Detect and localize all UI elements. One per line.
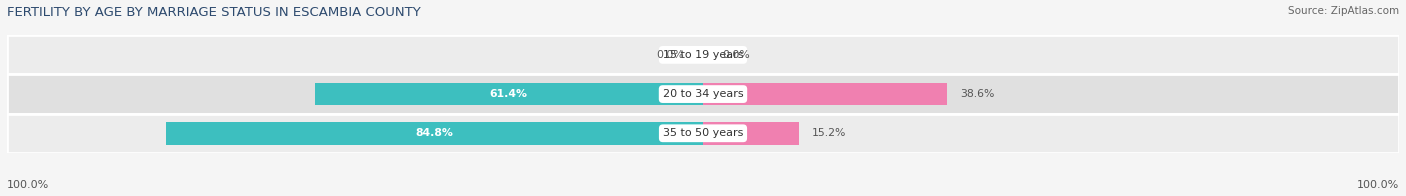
Text: 20 to 34 years: 20 to 34 years [662, 89, 744, 99]
Text: 38.6%: 38.6% [960, 89, 994, 99]
Text: 15 to 19 years: 15 to 19 years [662, 50, 744, 60]
Text: 100.0%: 100.0% [7, 180, 49, 190]
Text: Source: ZipAtlas.com: Source: ZipAtlas.com [1288, 6, 1399, 16]
Bar [703, 83, 948, 105]
Bar [703, 122, 799, 145]
Bar [7, 114, 1399, 153]
Bar [7, 35, 1399, 74]
Text: 15.2%: 15.2% [811, 128, 846, 138]
Text: 35 to 50 years: 35 to 50 years [662, 128, 744, 138]
Bar [166, 122, 703, 145]
Bar [7, 74, 1399, 114]
Bar [315, 83, 703, 105]
Text: 61.4%: 61.4% [489, 89, 527, 99]
Text: 0.0%: 0.0% [657, 50, 685, 60]
Text: 0.0%: 0.0% [723, 50, 749, 60]
Text: 84.8%: 84.8% [416, 128, 454, 138]
Text: FERTILITY BY AGE BY MARRIAGE STATUS IN ESCAMBIA COUNTY: FERTILITY BY AGE BY MARRIAGE STATUS IN E… [7, 6, 420, 19]
Text: 100.0%: 100.0% [1357, 180, 1399, 190]
